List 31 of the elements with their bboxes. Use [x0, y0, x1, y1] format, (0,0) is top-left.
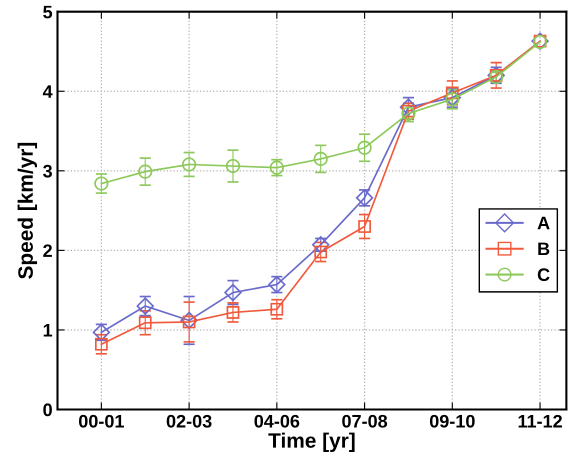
y-tick-label: 4 [42, 85, 53, 98]
y-axis-title: Speed [km/yr] [18, 142, 38, 279]
y-tick-label: 0 [43, 403, 52, 416]
legend-label: B [538, 242, 550, 256]
legend-label: C [538, 268, 550, 282]
y-tick-label: 1 [44, 324, 52, 336]
point [270, 302, 284, 316]
point [224, 284, 242, 302]
point [138, 316, 152, 330]
x-tick-label: 11-12 [518, 414, 562, 428]
point [357, 140, 372, 155]
point [138, 164, 152, 179]
y-tick-label: 2 [43, 244, 52, 257]
point [180, 312, 198, 330]
x-tick-label: 02-03 [166, 414, 212, 428]
x-tick-label: 07-08 [342, 414, 388, 428]
legend-label: A [538, 216, 550, 230]
point [226, 158, 240, 174]
x-tick-label: 00-01 [78, 414, 124, 428]
x-tick-label: 04-06 [254, 414, 300, 428]
point [358, 220, 371, 233]
point [182, 157, 196, 172]
point [314, 152, 328, 166]
x-tick-label: 09-10 [430, 414, 475, 428]
y-tick-label: 5 [43, 6, 52, 18]
point [314, 246, 328, 258]
point [94, 176, 108, 191]
point [94, 338, 108, 351]
y-tick-label: 3 [43, 164, 52, 178]
point [226, 306, 240, 319]
x-axis-title: Time [yr] [268, 432, 355, 452]
